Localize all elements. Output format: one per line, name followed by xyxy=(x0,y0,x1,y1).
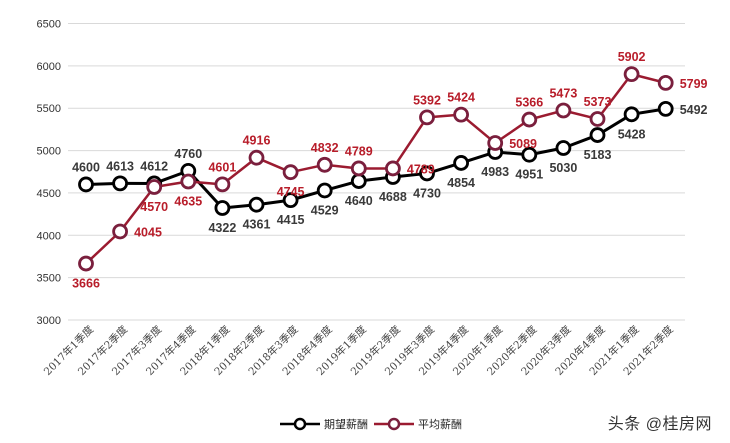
data-label: 4529 xyxy=(311,203,339,217)
data-point-marker[interactable] xyxy=(555,140,572,156)
data-point-marker[interactable] xyxy=(419,165,435,182)
data-point-marker[interactable] xyxy=(214,200,231,216)
data-point-marker[interactable] xyxy=(384,160,401,177)
data-label: 4916 xyxy=(243,134,271,148)
data-point-marker[interactable] xyxy=(78,255,94,272)
data-label: 4415 xyxy=(277,213,305,227)
data-label: 5392 xyxy=(413,93,441,107)
data-label: 4760 xyxy=(174,147,202,161)
data-label: 4570 xyxy=(140,200,168,214)
data-point-marker[interactable] xyxy=(555,102,572,119)
legend-label: 平均薪酬 xyxy=(418,419,462,431)
data-label: 5902 xyxy=(618,50,646,64)
data-point-marker[interactable] xyxy=(589,127,606,143)
data-label: 5473 xyxy=(549,87,577,101)
legend-item-expected-salary[interactable]: 期望薪酬 xyxy=(278,416,368,432)
data-point-marker[interactable] xyxy=(146,179,163,195)
y-tick-label: 5000 xyxy=(37,146,61,158)
data-label: 4322 xyxy=(208,221,236,235)
data-point-marker[interactable] xyxy=(78,176,94,193)
data-label: 5799 xyxy=(680,77,708,91)
data-label: 4688 xyxy=(379,190,407,204)
y-tick-label: 6000 xyxy=(37,61,61,73)
data-point-marker[interactable] xyxy=(657,74,674,91)
data-point-marker[interactable] xyxy=(248,149,265,166)
y-tick-label: 3000 xyxy=(37,315,61,327)
data-point-marker[interactable] xyxy=(214,176,231,193)
data-point-marker[interactable] xyxy=(623,106,640,123)
watermark: 头条 @桂房网 xyxy=(607,416,712,433)
data-label: 5373 xyxy=(584,95,612,109)
data-label: 4789 xyxy=(407,162,435,176)
y-axis: 3000 3500 4000 4500 5000 5500 6000 6500 xyxy=(37,19,61,328)
data-point-marker[interactable] xyxy=(350,160,367,177)
data-point-marker[interactable] xyxy=(589,111,606,127)
y-tick-label: 5500 xyxy=(37,103,61,115)
data-label: 4613 xyxy=(106,159,134,173)
data-point-marker[interactable] xyxy=(316,182,333,199)
data-label: 4640 xyxy=(345,194,373,208)
data-label: 5089 xyxy=(509,137,537,151)
grid-lines xyxy=(68,23,685,321)
y-tick-label: 4000 xyxy=(37,230,61,242)
data-point-marker[interactable] xyxy=(453,155,470,171)
data-point-marker[interactable] xyxy=(487,135,504,151)
data-label: 4745 xyxy=(277,185,305,199)
data-label: 4854 xyxy=(447,176,475,190)
data-point-marker[interactable] xyxy=(180,173,197,190)
data-label: 4730 xyxy=(413,186,441,200)
data-labels: 4600 4613 4612 4760 4322 4361 4415 4529 4640 4688… xyxy=(72,50,707,290)
data-point-marker[interactable] xyxy=(282,192,299,209)
data-point-marker[interactable] xyxy=(521,146,538,163)
data-label: 4612 xyxy=(140,159,168,173)
data-label: 4600 xyxy=(72,160,100,174)
data-point-marker[interactable] xyxy=(453,106,470,123)
line-marker-icon xyxy=(280,417,320,431)
data-point-marker[interactable] xyxy=(623,66,640,83)
y-tick-label: 3500 xyxy=(37,273,61,285)
data-label: 4601 xyxy=(208,160,236,174)
y-tick-label: 6500 xyxy=(37,19,61,31)
data-point-marker[interactable] xyxy=(112,175,128,192)
data-point-marker[interactable] xyxy=(419,109,435,126)
data-label: 5030 xyxy=(549,161,577,175)
data-label: 5428 xyxy=(618,127,646,141)
legend-label: 期望薪酬 xyxy=(324,419,368,431)
line-marker-icon xyxy=(374,417,414,431)
data-point-marker[interactable] xyxy=(282,164,299,181)
data-label: 4832 xyxy=(311,141,339,155)
data-label: 4983 xyxy=(481,165,509,179)
data-label: 4635 xyxy=(174,194,202,208)
data-label: 5424 xyxy=(447,91,475,105)
data-point-marker[interactable] xyxy=(350,173,367,189)
data-label: 4045 xyxy=(134,225,162,239)
data-point-marker[interactable] xyxy=(112,223,128,240)
y-tick-label: 4500 xyxy=(37,188,61,200)
legend: 期望薪酬 平均薪酬 xyxy=(278,416,466,432)
data-label: 3666 xyxy=(72,277,100,291)
data-point-marker[interactable] xyxy=(657,100,674,117)
data-point-marker[interactable] xyxy=(316,156,333,173)
data-label: 5183 xyxy=(584,148,612,162)
data-point-marker[interactable] xyxy=(521,111,538,128)
data-label: 4789 xyxy=(345,144,373,158)
data-point-marker[interactable] xyxy=(248,196,265,213)
legend-item-average-salary[interactable]: 平均薪酬 xyxy=(372,416,462,432)
data-label: 4951 xyxy=(515,168,543,182)
data-label: 5366 xyxy=(515,96,543,110)
series-lines xyxy=(78,66,674,272)
x-axis: 2017年1季度2017年2季度2017年3季度2017年4季度2018年1季度… xyxy=(41,323,676,378)
data-label: 5492 xyxy=(680,103,708,117)
data-label: 4361 xyxy=(243,218,271,232)
